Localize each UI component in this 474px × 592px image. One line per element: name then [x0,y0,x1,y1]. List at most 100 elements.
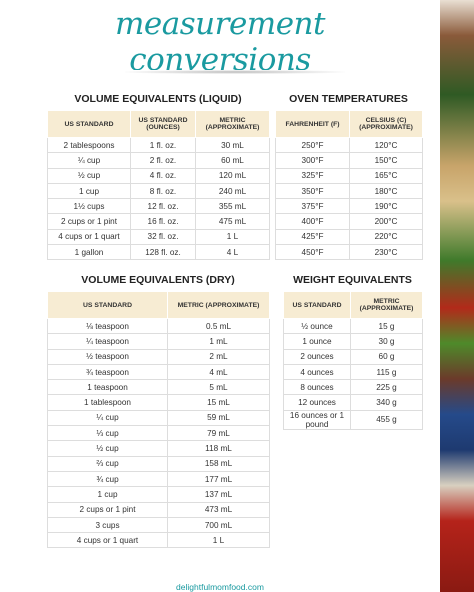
cell: ¼ teaspoon [47,333,168,350]
row: 4 cups or 1 quart 32 fl. oz. 1 L [47,228,270,246]
cell: 2 fl. oz. [130,152,196,169]
cell: ½ cup [47,167,131,184]
cell: 8 ounces [283,379,351,396]
cell: 4 cups or 1 quart [47,228,131,246]
cell: 32 fl. oz. [130,228,196,246]
header-cell: METRIC (APPROXIMATE) [195,110,270,138]
row: 4 ounces 115 g [283,363,423,381]
cell: ¼ cup [47,409,168,427]
cell: ¾ cup [47,470,168,488]
cell: 177 mL [167,470,270,488]
header-row: FAHRENHEIT (F) CELSIUS (C) (APPROXIMATE) [275,110,423,138]
title: measurement conversions [115,6,325,78]
cell: 59 mL [167,409,270,427]
row: ⅓ cup 79 mL [47,425,270,442]
food-photo [440,0,474,592]
cell: 12 fl. oz. [130,198,196,215]
cell: 473 mL [167,501,270,518]
row: 425°F 220°C [275,228,423,246]
row: 2 ounces 60 g [283,348,423,365]
cell: 250°F [275,136,350,154]
table: FAHRENHEIT (F) CELSIUS (C) (APPROXIMATE) 2… [275,110,423,261]
row: 3 cups 700 mL [47,516,270,534]
cell: 400°F [275,213,350,230]
table-title: VOLUME EQUIVALENTS (LIQUID) [74,93,242,105]
cell: 120°C [349,136,423,154]
row: 1 cup 8 fl. oz. 240 mL [47,182,270,200]
cell: ⅔ cup [47,455,168,472]
row: ¾ cup 177 mL [47,470,270,488]
row: 2 tablespoons 1 fl. oz. 30 mL [47,136,270,154]
cell: 4 fl. oz. [130,167,196,184]
cell: 120 mL [195,167,270,184]
cell: 4 ounces [283,363,351,381]
title-shadow [125,70,345,74]
table-block: VOLUME EQUIVALENTS (DRY) US STANDARD METRI… [47,273,270,549]
header-cell: METRIC (APPROXIMATE) [167,291,270,319]
cell: 30 mL [195,136,270,154]
row: 16 ounces or 1 pound 455 g [283,409,423,430]
cell: 15 g [350,317,423,335]
cell: 450°F [275,244,350,261]
cell: 355 mL [195,198,270,215]
row: 300°F 150°C [275,152,423,169]
cell: 1 ounce [283,333,351,350]
table-block: WEIGHT EQUIVALENTS US STANDARD METRIC (APP… [283,273,423,430]
cell: 60 g [350,348,423,365]
cell: 2 ounces [283,348,351,365]
cell: 4 mL [167,363,270,381]
table-title: WEIGHT EQUIVALENTS [293,274,412,286]
cell: ¾ teaspoon [47,363,168,381]
row: 325°F 165°C [275,167,423,184]
cell: 2 mL [167,348,270,365]
header-row: US STANDARD METRIC (APPROXIMATE) [283,291,423,319]
cell: 79 mL [167,425,270,442]
header-cell: CELSIUS (C) (APPROXIMATE) [349,110,423,138]
cell: 375°F [275,198,350,215]
table: US STANDARD US STANDARD (OUNCES) METRIC (A… [47,110,270,261]
header-cell: US STANDARD [47,291,168,319]
row: 2 cups or 1 pint 473 mL [47,501,270,518]
row: 8 ounces 225 g [283,379,423,396]
table: US STANDARD METRIC (APPROXIMATE) ⅛ teaspoo… [47,291,270,549]
row: ¼ cup 2 fl. oz. 60 mL [47,152,270,169]
cell: 455 g [350,409,423,430]
row: 450°F 230°C [275,244,423,261]
cell: 8 fl. oz. [130,182,196,200]
header-cell: US STANDARD [47,110,131,138]
cell: 190°C [349,198,423,215]
row: 1½ cups 12 fl. oz. 355 mL [47,198,270,215]
cell: 1 cup [47,182,131,200]
row: ½ ounce 15 g [283,317,423,335]
cell: 0.5 mL [167,317,270,335]
cell: ½ teaspoon [47,348,168,365]
cell: 180°C [349,182,423,200]
cell: 425°F [275,228,350,246]
cell: 1 mL [167,333,270,350]
row: 350°F 180°C [275,182,423,200]
cell: 475 mL [195,213,270,230]
cell: 12 ounces [283,394,351,411]
row: 375°F 190°C [275,198,423,215]
footer: delightfulmomfood.com [176,582,264,592]
row: ¾ teaspoon 4 mL [47,363,270,381]
cell: 240 mL [195,182,270,200]
header-row: US STANDARD US STANDARD (OUNCES) METRIC (A… [47,110,270,138]
row: ½ teaspoon 2 mL [47,348,270,365]
cell: 4 cups or 1 quart [47,532,168,549]
header-row: US STANDARD METRIC (APPROXIMATE) [47,291,270,319]
header-cell: METRIC (APPROXIMATE) [350,291,423,319]
cell: 1½ cups [47,198,131,215]
row: 4 cups or 1 quart 1 L [47,532,270,549]
cell: 350°F [275,182,350,200]
row: 2 cups or 1 pint 16 fl. oz. 475 mL [47,213,270,230]
cell: 1 L [195,228,270,246]
row: 250°F 120°C [275,136,423,154]
row: ¼ cup 59 mL [47,409,270,427]
cell: 230°C [349,244,423,261]
table-block: OVEN TEMPERATURES FAHRENHEIT (F) CELSIUS (… [275,92,423,261]
cell: 2 tablespoons [47,136,131,154]
cell: 1 teaspoon [47,379,168,396]
cell: ½ ounce [283,317,351,335]
cell: 158 mL [167,455,270,472]
